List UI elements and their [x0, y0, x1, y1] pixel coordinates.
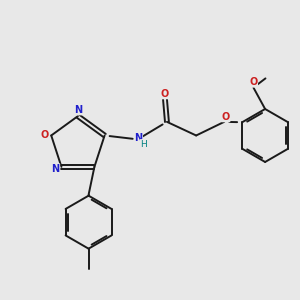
Text: O: O — [249, 77, 258, 87]
Text: O: O — [41, 130, 49, 140]
Text: H: H — [140, 140, 147, 148]
Text: N: N — [52, 164, 60, 174]
Text: O: O — [222, 112, 230, 122]
Text: N: N — [134, 133, 142, 143]
Text: O: O — [161, 89, 169, 99]
Text: N: N — [74, 105, 82, 115]
